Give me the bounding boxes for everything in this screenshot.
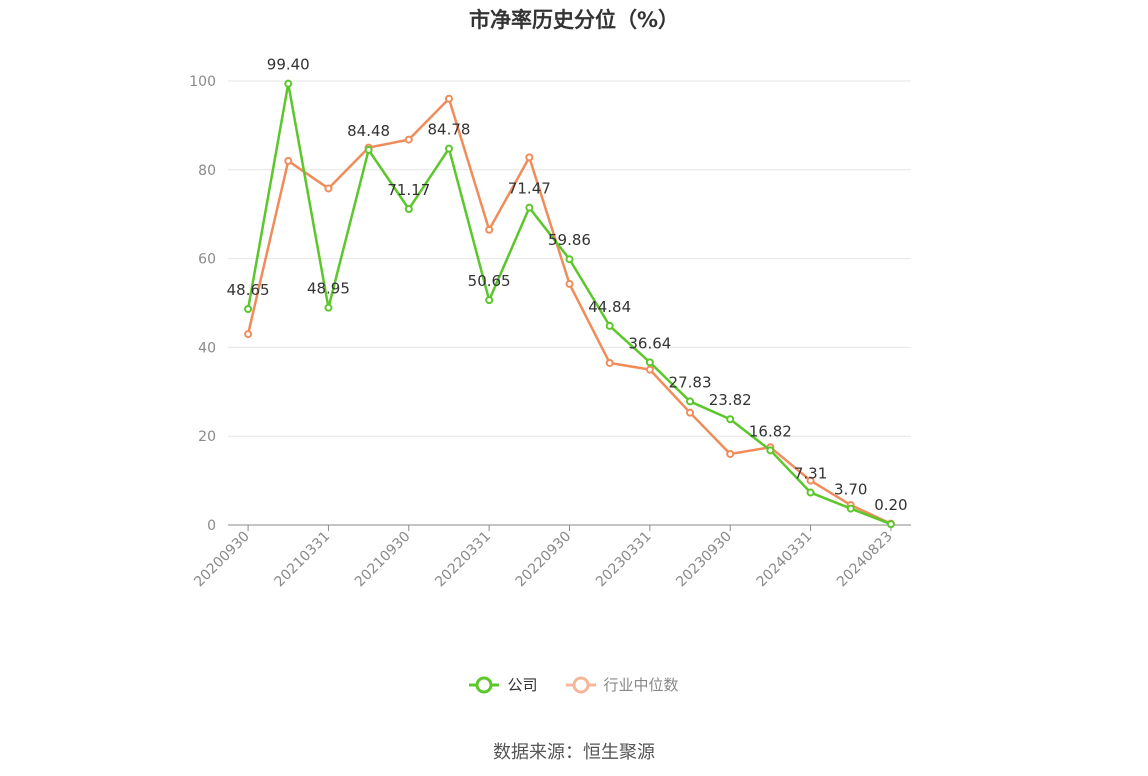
data-label: 48.95: [307, 280, 350, 298]
x-tick-label: 20220930: [513, 529, 575, 591]
data-label: 27.83: [669, 373, 712, 391]
data-label: 7.31: [794, 465, 827, 483]
data-point-industry: [726, 449, 735, 458]
data-point-company: [846, 504, 855, 513]
data-point-company: [565, 255, 574, 264]
data-label: 59.86: [548, 231, 591, 249]
x-tick-label: 20240823: [834, 529, 896, 591]
data-label: 44.84: [588, 298, 631, 316]
series-line-company: [246, 82, 892, 526]
legend-label-company: 公司: [507, 676, 538, 694]
data-label: 23.82: [709, 391, 752, 409]
legend-item-industry[interactable]: 行业中位数: [565, 674, 679, 695]
data-point-company: [806, 488, 815, 497]
legend-industry-marker: [572, 676, 589, 693]
data-point-industry: [565, 279, 574, 288]
y-tick-label: 60: [198, 252, 216, 268]
data-point-company: [324, 303, 333, 312]
data-label: 36.64: [628, 334, 671, 352]
data-point-company: [525, 203, 534, 212]
y-tick-label: 20: [198, 429, 216, 445]
data-label: 0.20: [874, 496, 907, 514]
y-tick-label: 80: [198, 163, 216, 179]
data-point-industry: [244, 330, 253, 339]
data-point-company: [645, 358, 654, 367]
data-point-industry: [284, 156, 293, 165]
data-point-company: [766, 446, 775, 455]
data-point-company: [364, 145, 373, 154]
data-label: 71.17: [387, 181, 430, 199]
data-point-industry: [686, 408, 695, 417]
data-label: 3.70: [834, 481, 867, 499]
line-chart: 0 20 40 60 80 100 20200930 20210331 20210930 2022…: [189, 56, 911, 590]
data-source: 数据来源：恒生聚源: [493, 742, 655, 763]
data-point-industry: [324, 184, 333, 193]
x-tick-label: 20240331: [754, 529, 816, 591]
x-tick-label: 20200930: [191, 529, 253, 591]
data-point-company: [726, 415, 735, 424]
x-tick-label: 20210930: [352, 529, 414, 591]
data-label: 16.82: [749, 422, 792, 440]
data-point-company: [886, 520, 895, 529]
x-tick-label: 20210331: [272, 529, 334, 591]
data-point-company: [404, 205, 413, 214]
data-point-company: [485, 296, 494, 305]
y-tick-label: 100: [189, 74, 216, 90]
y-tick-label: 0: [207, 518, 216, 534]
legend-industry-swatch: [565, 676, 596, 693]
data-point-company: [686, 397, 695, 406]
legend-company-marker: [475, 676, 493, 693]
data-label: 84.78: [427, 121, 470, 139]
data-point-company: [244, 304, 253, 313]
data-label: 50.65: [468, 272, 511, 290]
data-point-industry: [485, 225, 494, 234]
data-point-industry: [444, 94, 453, 103]
series-line-industry: [246, 97, 892, 525]
axes: 0 20 40 60 80 100 20200930 20210331 20210930 2022…: [189, 74, 911, 590]
data-point-industry: [525, 153, 534, 162]
x-tick-label: 20230930: [673, 529, 735, 591]
x-tick-label: 20220331: [432, 529, 494, 591]
data-point-industry: [404, 135, 413, 144]
data-label: 99.40: [267, 56, 310, 74]
data-point-company: [284, 79, 293, 88]
data-point-industry: [605, 358, 614, 367]
chart-title: 市净率历史分位（%）: [468, 8, 680, 32]
data-label: 48.65: [227, 281, 270, 299]
legend: 公司 行业中位数: [0, 674, 1148, 695]
data-label: 71.47: [508, 180, 551, 198]
data-point-company: [444, 144, 453, 153]
data-point-industry: [806, 476, 815, 485]
data-labels: 48.65 99.40 48.95 84.48 71.17 84.78 50.65 71.47…: [227, 56, 908, 514]
legend-label-industry: 行业中位数: [603, 676, 679, 694]
series-lines: [244, 79, 895, 529]
data-label: 84.48: [347, 122, 390, 140]
y-tick-label: 40: [198, 340, 216, 356]
legend-item-company[interactable]: 公司: [469, 674, 538, 695]
x-tick-label: 20230331: [593, 529, 655, 591]
data-point-industry: [645, 365, 654, 374]
data-point-company: [605, 321, 614, 330]
legend-company-swatch: [469, 676, 500, 693]
